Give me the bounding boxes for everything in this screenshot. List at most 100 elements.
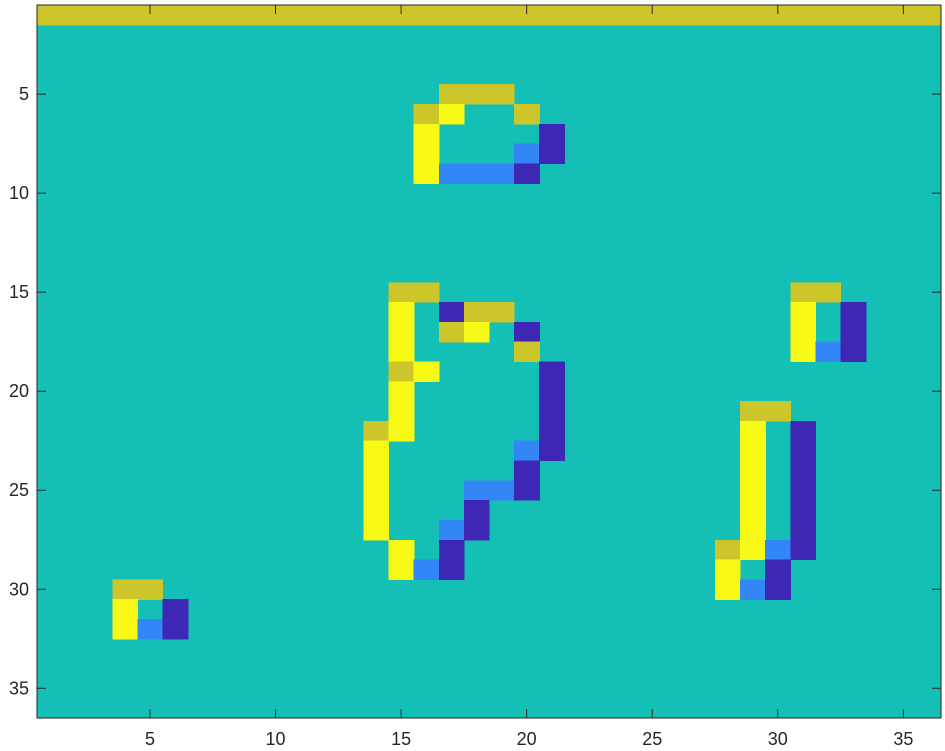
heatmap-cell: [765, 579, 791, 600]
heatmap-cell: [112, 5, 139, 26]
y-tick-label: 30: [9, 579, 29, 599]
heatmap-cell: [539, 123, 565, 145]
heatmap-cell: [539, 440, 565, 462]
heatmap-cells: [37, 5, 942, 640]
heatmap-cell: [589, 5, 616, 26]
heatmap-cell: [388, 559, 415, 580]
heatmap-cell: [840, 302, 867, 323]
heatmap-cell: [740, 480, 766, 501]
heatmap-cell: [790, 341, 817, 363]
heatmap-cell: [489, 302, 515, 323]
heatmap-cell: [413, 163, 440, 184]
heatmap-cell: [539, 143, 565, 165]
heatmap-cell: [438, 104, 465, 125]
heatmap-cell: [363, 440, 390, 462]
heatmap-cell: [212, 5, 239, 26]
heatmap-cell: [413, 559, 440, 580]
heatmap-cell: [715, 539, 741, 561]
heatmap-cell: [664, 5, 691, 26]
heatmap-cell: [915, 5, 942, 26]
heatmap-cell: [288, 5, 314, 26]
y-tick-label: 25: [9, 480, 29, 500]
heatmap-cell: [388, 302, 415, 323]
heatmap-cell: [313, 5, 339, 26]
heatmap-cell: [137, 579, 164, 600]
heatmap-cell: [740, 420, 766, 442]
heatmap-cell: [740, 500, 766, 521]
heatmap-cell: [112, 618, 139, 640]
heatmap-cell: [363, 460, 390, 481]
heatmap-cell: [388, 341, 415, 363]
y-tick-label: 15: [9, 282, 29, 302]
x-tick-label: 5: [145, 729, 155, 749]
heatmap-cell: [463, 500, 490, 521]
heatmap-cell: [363, 480, 390, 501]
heatmap-cell: [463, 163, 490, 184]
heatmap-cell: [564, 5, 591, 26]
x-tick-label: 20: [517, 729, 537, 749]
heatmap-cell: [614, 5, 641, 26]
heatmap-cell: [639, 5, 666, 26]
heatmap-cell: [187, 5, 214, 26]
heatmap-cell: [740, 460, 766, 481]
heatmap-cell: [815, 282, 842, 303]
heatmap-cell: [489, 5, 515, 26]
heatmap-cell: [815, 341, 842, 363]
y-tick-label: 20: [9, 381, 29, 401]
axes-box: [36, 4, 942, 719]
heatmap-cell: [514, 440, 540, 462]
heatmap-cell: [514, 321, 540, 343]
heatmap-cell: [363, 500, 390, 521]
heatmap-cell: [463, 519, 490, 541]
heatmap-cell: [790, 420, 817, 442]
heatmap-cell: [263, 5, 289, 26]
x-tick-label: 30: [768, 729, 788, 749]
heatmap-cell: [463, 321, 490, 343]
heatmap-cell: [388, 282, 415, 303]
heatmap-cell: [438, 321, 465, 343]
heatmap-cell: [438, 302, 465, 323]
heatmap-cell: [388, 381, 415, 402]
heatmap-cell: [363, 5, 390, 26]
heatmap-cell: [162, 599, 189, 620]
heatmap-cell: [463, 5, 490, 26]
heatmap-cell: [790, 5, 817, 26]
heatmap-cell: [815, 5, 842, 26]
heatmap-cell: [363, 420, 390, 442]
heatmap-cell: [388, 401, 415, 422]
heatmap-cell: [388, 539, 415, 561]
heatmap-cell: [890, 5, 917, 26]
heatmap-cell: [840, 5, 867, 26]
heatmap-cell: [765, 539, 791, 561]
heatmap-cell: [62, 5, 88, 26]
heatmap-cell: [514, 460, 540, 481]
heatmap-cell: [137, 618, 164, 640]
heatmap-cell: [463, 84, 490, 105]
y-tick-label: 35: [9, 678, 29, 698]
heatmap-cell: [489, 163, 515, 184]
heatmap-cell: [790, 440, 817, 462]
heatmap-cell: [338, 5, 365, 26]
heatmap-cell: [715, 559, 741, 580]
heatmap-cell: [438, 163, 465, 184]
heatmap-cell: [413, 282, 440, 303]
heatmap-cell: [790, 321, 817, 343]
heatmap-cell: [689, 5, 716, 26]
y-axis-ticks: 5 10 15 20 25 30 35: [9, 84, 941, 698]
heatmap-cell: [715, 5, 741, 26]
heatmap-cell: [162, 5, 189, 26]
y-tick-label: 10: [9, 183, 29, 203]
heatmap-cell: [87, 5, 113, 26]
heatmap-cell: [37, 5, 63, 26]
heatmap-cell: [237, 5, 264, 26]
x-tick-label: 15: [391, 729, 411, 749]
heatmap-cell: [740, 519, 766, 541]
heatmap-cell: [539, 5, 565, 26]
x-tick-label: 25: [642, 729, 662, 749]
heatmap-cell: [790, 519, 817, 541]
heatmap-cell: [463, 302, 490, 323]
heatmap-cell: [514, 5, 540, 26]
heatmap-cell: [388, 420, 415, 442]
heatmap-cell: [489, 480, 515, 501]
